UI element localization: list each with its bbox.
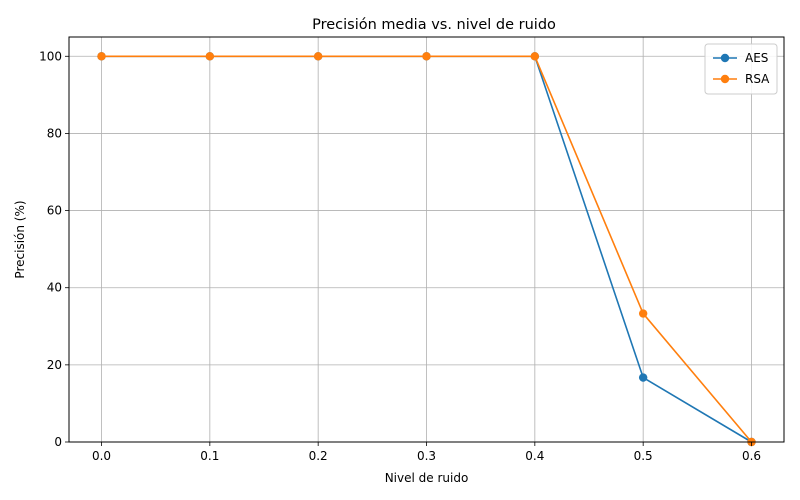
legend-item-rsa: RSA — [713, 72, 770, 86]
legend-swatch-marker — [720, 74, 730, 84]
y-tick-label: 100 — [39, 49, 62, 63]
y-tick-label: 60 — [47, 204, 62, 218]
y-tick-label: 20 — [47, 358, 62, 372]
data-point-rsa — [97, 52, 106, 61]
data-point-rsa — [313, 52, 323, 61]
x-tick-label: 0.5 — [634, 449, 653, 463]
series-layer — [97, 52, 756, 447]
x-tick-label: 0.1 — [200, 449, 219, 463]
data-point-aes — [638, 373, 648, 382]
legend-label: AES — [745, 51, 768, 65]
series-rsa — [97, 52, 756, 447]
legend-swatch-marker — [720, 53, 730, 63]
chart-title: Precisión media vs. nivel de ruido — [312, 17, 556, 33]
x-tick-label: 0.6 — [742, 449, 761, 463]
legend-item-aes: AES — [713, 51, 768, 65]
legend-label: RSA — [745, 72, 770, 86]
x-tick-label: 0.4 — [525, 449, 544, 463]
y-tick-label: 40 — [47, 281, 62, 295]
legend: AES RSA — [704, 43, 778, 95]
data-point-rsa — [422, 52, 431, 61]
x-tick-label: 0.2 — [309, 449, 328, 463]
y-tick-label: 80 — [47, 126, 62, 140]
data-point-rsa — [638, 309, 648, 318]
y-axis-label: Precisión (%) — [13, 200, 27, 278]
ticks: 0.0 0.1 0.2 0.3 0.4 0.5 0.6 0 20 40 60 80 100 — [39, 49, 761, 463]
x-tick-label: 0.3 — [417, 449, 436, 463]
data-point-rsa — [205, 52, 215, 61]
y-tick-label: 0 — [54, 435, 62, 449]
x-tick-label: 0.0 — [92, 449, 111, 463]
data-point-rsa — [530, 52, 540, 61]
x-axis-label: Nivel de ruido — [385, 471, 469, 485]
